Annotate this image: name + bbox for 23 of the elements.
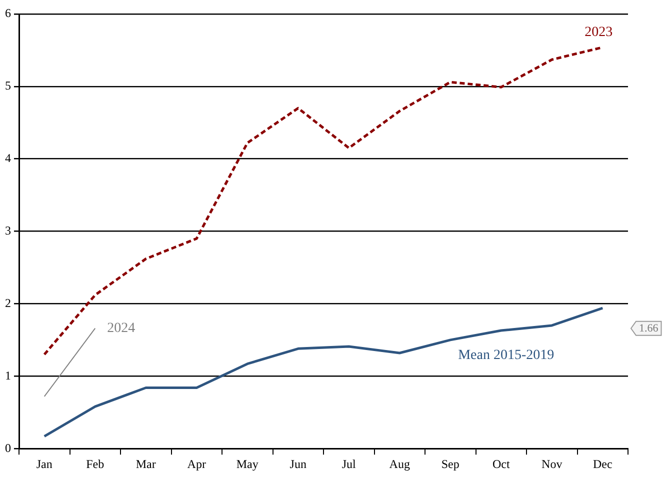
x-tick-label: Apr <box>187 456 206 471</box>
series-label: 2024 <box>107 321 136 336</box>
series-label: Mean 2015-2019 <box>458 348 554 364</box>
y-tick-label: 6 <box>5 6 11 20</box>
x-tick-label: Jun <box>290 456 306 471</box>
x-tick-label: Sep <box>441 456 460 471</box>
y-tick-label: 0 <box>5 440 11 455</box>
text: 1.66 <box>639 322 659 334</box>
y-tick-label: 4 <box>5 151 11 166</box>
x-tick-label: Mar <box>136 456 156 471</box>
x-tick-label: Oct <box>492 456 510 471</box>
x-tick-label: Nov <box>542 456 562 471</box>
y-tick-label: 1 <box>5 368 11 382</box>
x-tick-label: Jan <box>36 456 52 471</box>
y-tick-label: 2 <box>5 296 11 310</box>
x-tick-label: Aug <box>389 456 410 471</box>
y-tick-label: 5 <box>5 78 11 93</box>
series-label: 2023 <box>584 24 613 40</box>
x-tick-label: May <box>236 456 258 471</box>
y-tick-label: 3 <box>5 223 11 238</box>
x-tick-label: Dec <box>592 456 612 471</box>
x-tick-label: Jul <box>342 456 357 471</box>
x-tick-label: Feb <box>86 456 104 471</box>
